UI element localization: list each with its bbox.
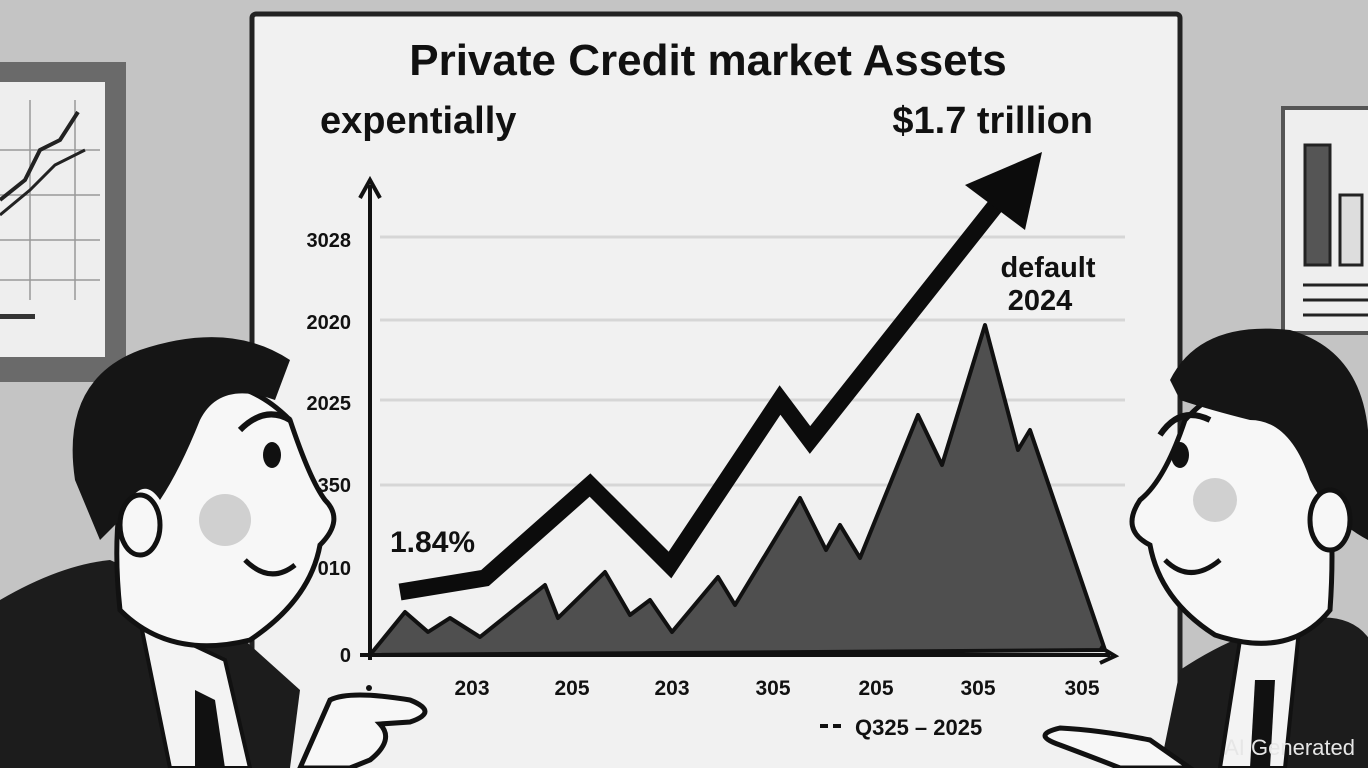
- left-frame-line: [0, 148, 86, 217]
- x-dot: [366, 685, 372, 691]
- right-frame-bar: [1338, 193, 1364, 267]
- left-person-eye: [263, 442, 281, 468]
- right-frame-bar: [1303, 143, 1332, 267]
- right-person-cheek: [1193, 478, 1237, 522]
- y-axis-label: 2025: [307, 393, 352, 415]
- x-axis-labels: 203 205 203 305 205 305 305: [454, 677, 1099, 700]
- right-person-ear: [1307, 487, 1353, 553]
- title: Private Credit market Assets: [409, 36, 1007, 85]
- x-axis-label: 205: [554, 677, 589, 700]
- x-axis-label: 205: [858, 677, 893, 700]
- left-person-ear: [117, 492, 163, 558]
- annotation: $1.7 trillion: [892, 100, 1093, 142]
- left-frame-line: [0, 110, 80, 202]
- left-person-hair: [72, 337, 290, 540]
- x-axis-arrow: [1098, 645, 1120, 665]
- annotation: 2024: [1008, 285, 1073, 317]
- annotation: expentially: [320, 100, 516, 142]
- y-axis-arrow: [358, 175, 382, 199]
- left-person-tie: [195, 690, 225, 768]
- left-person-mouth: [243, 558, 297, 577]
- left-person-hand: [297, 692, 428, 768]
- y-axis-label: 350: [318, 475, 351, 497]
- y-axis-labels: 3028 2020 2025 350 010 0: [307, 230, 352, 667]
- x-axis-label: 305: [755, 677, 790, 700]
- right-person-tie: [1250, 680, 1275, 768]
- right-person-hand: [1042, 725, 1195, 768]
- legend: Q325 – 2025: [855, 715, 982, 740]
- x-axis-label: 203: [654, 677, 689, 700]
- left-person-brow: [237, 411, 292, 433]
- y-axis-label: 3028: [307, 230, 352, 252]
- watermark: AI Generated: [1224, 735, 1355, 760]
- right-person-eye: [1171, 442, 1189, 468]
- right-person-hair: [1170, 328, 1368, 540]
- left-frame-inner: [0, 82, 105, 357]
- right-frame-lines: [1303, 283, 1368, 317]
- right-person-mouth: [1163, 558, 1222, 575]
- y-axis-label: 010: [318, 558, 351, 580]
- trend-arrowhead: [965, 152, 1042, 230]
- annotation: default: [1000, 252, 1095, 284]
- y-axis-label: 2020: [307, 312, 352, 334]
- trend-line: [398, 194, 1007, 601]
- right-person-brow: [1157, 412, 1212, 437]
- x-axis-label: 305: [960, 677, 995, 700]
- annotation: 1.84%: [390, 526, 475, 559]
- left-person-cheek: [199, 494, 251, 546]
- y-axis-label: 0: [340, 645, 351, 667]
- x-axis-label: 203: [454, 677, 489, 700]
- x-axis-label: 305: [1064, 677, 1099, 700]
- area: [368, 323, 1107, 657]
- left-frame-bar: [0, 314, 35, 319]
